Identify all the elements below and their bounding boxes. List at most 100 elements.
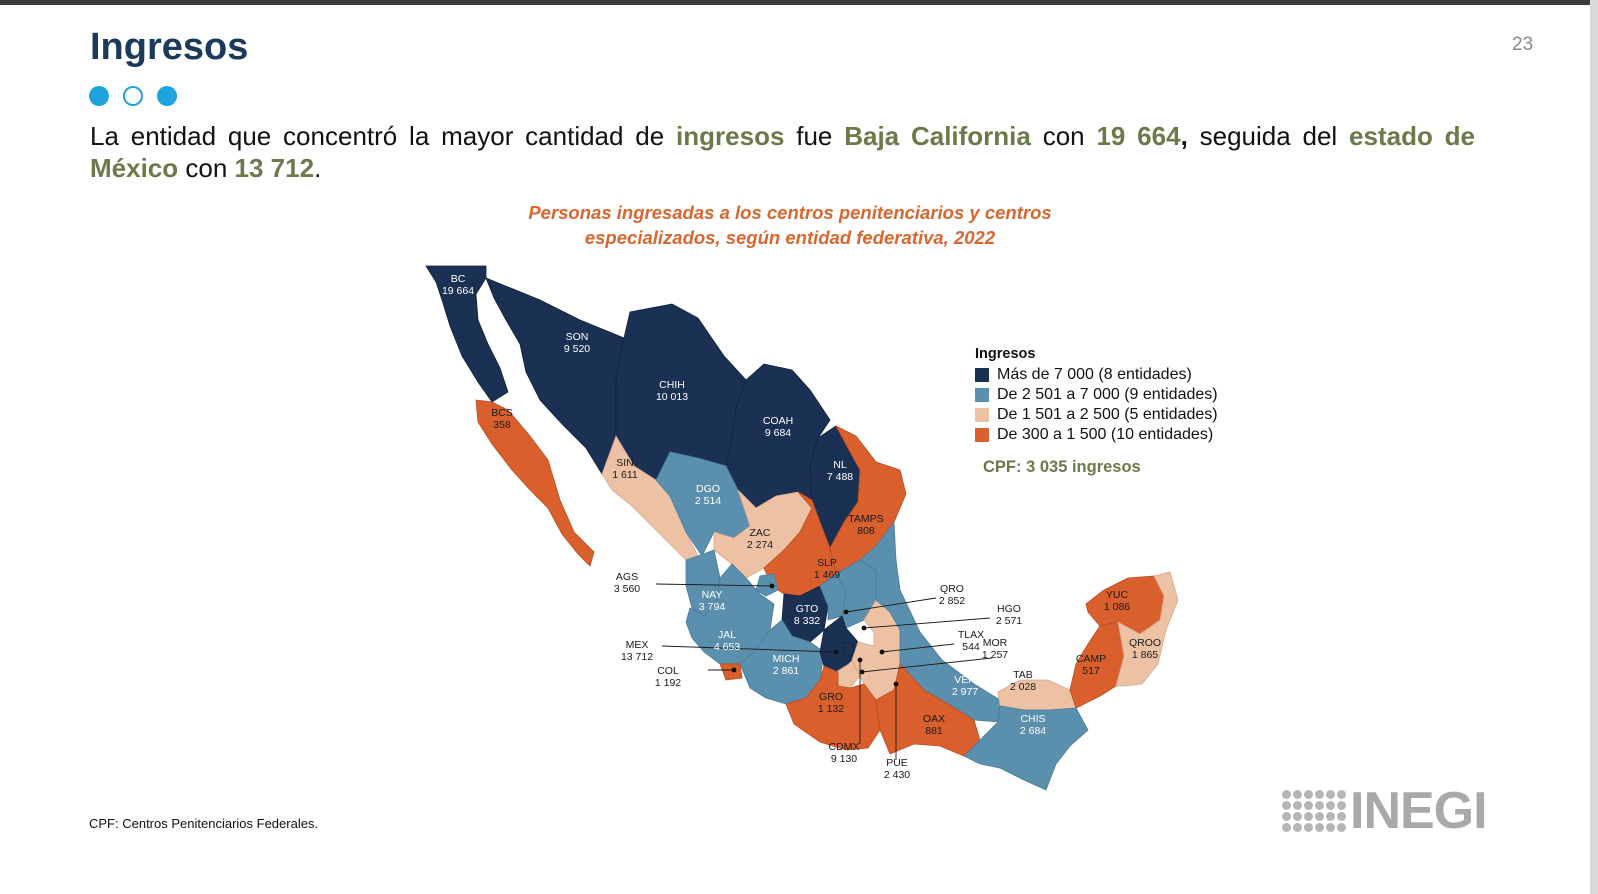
state-label-chis: CHIS 2 684 <box>1020 713 1046 737</box>
state-region-chis <box>963 705 1089 791</box>
state-regions <box>425 265 1179 791</box>
callout-label-col: COL 1 192 <box>655 665 681 689</box>
legend-swatch <box>975 368 989 382</box>
cpf-note: CPF: 3 035 ingresos <box>983 458 1141 476</box>
callout-label-cdmx: CDMX 9 130 <box>829 741 860 765</box>
page-title: Ingresos <box>90 26 249 68</box>
state-region-son <box>485 277 625 475</box>
lead-highlight: Baja California <box>844 121 1031 151</box>
legend-label: De 1 501 a 2 500 (5 entidades) <box>997 406 1218 423</box>
leader-dot-hgo <box>861 625 867 631</box>
footnote: CPF: Centros Penitenciarios Federales. <box>89 816 319 831</box>
callout-label-mor: MOR 1 257 <box>982 637 1008 661</box>
state-label-ver: VER 2 977 <box>952 674 978 698</box>
state-region-bc <box>425 265 509 403</box>
map-title: Personas ingresadas a los centros penite… <box>480 200 1100 250</box>
state-region-cdmx <box>843 641 855 657</box>
lead-text: La entidad que concentró la mayor cantid… <box>90 121 677 151</box>
map-title-line: especializados, según entidad federativa… <box>584 227 996 248</box>
leader-dot-col <box>731 667 737 673</box>
leader-dot-mex <box>833 649 839 655</box>
lead-text: . <box>314 153 322 183</box>
state-label-gto: GTO 8 332 <box>794 603 820 627</box>
callout-label-mex: MEX 13 712 <box>621 639 653 663</box>
state-region-jal <box>685 563 775 665</box>
state-label-oax: OAX 881 <box>923 713 945 737</box>
section-dot-filled <box>157 86 177 106</box>
state-label-mich: MICH 2 861 <box>773 653 800 677</box>
mexico-map: BC 19 664 SON 9 520 CHIH 10 013 COAH 9 684 NL 7 4… <box>425 265 1179 791</box>
state-region-bcs <box>475 399 595 567</box>
leader-dot-qro <box>843 609 849 615</box>
leader-line-ags <box>655 583 773 587</box>
callout-label-tlax: TLAX 544 <box>958 629 984 653</box>
leader-dot-ags <box>769 583 775 589</box>
legend-label: Más de 7 000 (8 entidades) <box>997 366 1192 383</box>
right-scroll-edge <box>1590 0 1598 894</box>
lead-text: seguida del <box>1187 121 1350 151</box>
callout-label-pue: PUE 2 430 <box>884 757 910 781</box>
legend-label: De 2 501 a 7 000 (9 entidades) <box>997 386 1218 403</box>
state-label-slp: SLP 1 469 <box>814 557 840 581</box>
leader-dot-pue <box>893 681 899 687</box>
state-label-son: SON 9 520 <box>564 331 590 355</box>
state-label-jal: JAL 4 653 <box>714 629 740 653</box>
lead-text: fue <box>784 121 845 151</box>
state-label-camp: CAMP 517 <box>1076 653 1106 677</box>
state-label-yuc: YUC 1 086 <box>1104 589 1130 613</box>
lead-highlight: 13 712 <box>234 153 315 183</box>
leader-line-mex <box>661 645 837 653</box>
state-region-col <box>719 663 743 681</box>
callout-leaders <box>655 583 993 760</box>
legend-swatch <box>975 388 989 402</box>
state-label-tamps: TAMPS 808 <box>848 513 883 537</box>
leader-line-mor <box>861 657 993 673</box>
state-label-qroo: QROO 1 865 <box>1129 637 1161 661</box>
state-label-bc: BC 19 664 <box>442 273 474 297</box>
state-label-zac: ZAC 2 274 <box>747 527 773 551</box>
page-number: 23 <box>1512 34 1534 55</box>
inegi-logo: INEGI <box>1282 782 1488 840</box>
leader-line-tlax <box>881 643 955 653</box>
state-label-coah: COAH 9 684 <box>763 415 793 439</box>
section-dot-current <box>123 86 143 106</box>
state-label-bcs: BCS 358 <box>491 407 513 431</box>
top-border <box>0 0 1598 5</box>
logo-text: INEGI <box>1350 782 1488 840</box>
legend-swatch <box>975 428 989 442</box>
legend-item: Más de 7 000 (8 entidades) <box>975 365 1218 385</box>
legend-label: De 300 a 1 500 (10 entidades) <box>997 426 1214 443</box>
state-region-ags <box>755 573 779 597</box>
lead-highlight: estado de México <box>90 121 1475 183</box>
leader-line-qro <box>845 597 937 613</box>
map-title-line: Personas ingresadas a los centros penite… <box>528 202 1052 223</box>
legend-item: De 300 a 1 500 (10 entidades) <box>975 425 1218 445</box>
lead-paragraph: La entidad que concentró la mayor cantid… <box>90 120 1475 184</box>
lead-text: con <box>178 153 235 183</box>
lead-highlight: ingresos <box>676 121 785 151</box>
state-label-nay: NAY 3 794 <box>699 589 725 613</box>
map-legend: Ingresos Más de 7 000 (8 entidades) De 2… <box>975 346 1218 445</box>
state-label-nl: NL 7 488 <box>827 459 853 483</box>
state-label-chih: CHIH 10 013 <box>656 379 688 403</box>
legend-swatch <box>975 408 989 422</box>
state-region-qroo <box>1115 571 1179 687</box>
lead-text: , <box>1180 121 1188 151</box>
state-region-gro <box>785 665 881 751</box>
logo-dots-icon <box>1282 790 1346 832</box>
callout-label-ags: AGS 3 560 <box>614 571 640 595</box>
state-label-sin: SIN 1 611 <box>612 457 638 481</box>
state-label-dgo: DGO 2 514 <box>695 483 721 507</box>
callout-label-qro: QRO 2 852 <box>939 583 965 607</box>
section-dots <box>89 86 177 106</box>
state-labels: BC 19 664 SON 9 520 CHIH 10 013 COAH 9 684 NL 7 4… <box>442 273 1161 781</box>
legend-title: Ingresos <box>975 346 1036 362</box>
legend-item: De 2 501 a 7 000 (9 entidades) <box>975 385 1218 405</box>
leader-dot-mor <box>859 669 865 675</box>
lead-text: con <box>1030 121 1097 151</box>
section-dot-filled <box>89 86 109 106</box>
state-label-gro: GRO 1 132 <box>818 691 844 715</box>
callout-label-hgo: HGO 2 571 <box>996 603 1022 627</box>
leader-dot-tlax <box>879 649 885 655</box>
